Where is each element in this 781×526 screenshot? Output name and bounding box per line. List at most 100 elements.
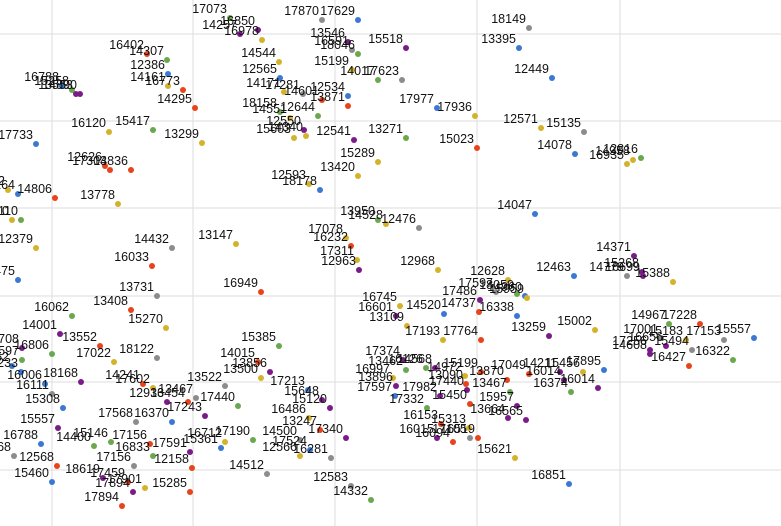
data-point — [403, 367, 409, 373]
data-label: 14806 — [17, 182, 52, 196]
data-point — [11, 453, 17, 459]
data-label: 17597 — [458, 276, 493, 290]
data-point — [568, 389, 574, 395]
data-label: 14967 — [631, 308, 666, 322]
data-label: 17901 — [107, 472, 142, 486]
data-point — [69, 313, 75, 319]
data-label: 17281 — [265, 78, 300, 92]
data-label: 16015 — [399, 422, 434, 436]
data-point — [235, 403, 241, 409]
data-label: 17049 — [491, 358, 526, 372]
data-point — [348, 243, 354, 249]
data-label: 17895 — [566, 354, 601, 368]
data-label: 16935 — [589, 148, 624, 162]
data-label: 14500 — [262, 424, 297, 438]
data-point — [375, 159, 381, 165]
data-point — [440, 337, 446, 343]
data-point — [462, 373, 468, 379]
data-label: 14257 — [202, 18, 237, 32]
data-point — [403, 135, 409, 141]
data-label: 17228 — [662, 308, 697, 322]
data-point — [233, 241, 239, 247]
data-point — [466, 425, 472, 431]
data-label: 18178 — [282, 174, 317, 188]
data-label: 13147 — [198, 228, 233, 242]
data-label: 15023 — [439, 132, 474, 146]
data-label: 16656 — [628, 330, 663, 344]
data-label: 16374 — [533, 376, 568, 390]
data-point — [526, 371, 532, 377]
data-point — [512, 455, 518, 461]
data-point — [375, 77, 381, 83]
data-label: 13500 — [223, 362, 258, 376]
data-point — [423, 365, 429, 371]
data-point — [125, 479, 131, 485]
data-label: 16788 — [24, 70, 59, 84]
data-label: 15268 — [604, 256, 639, 270]
data-label: 16338 — [479, 300, 514, 314]
data-point — [142, 485, 148, 491]
data-label: 13896 — [358, 370, 393, 384]
data-point — [33, 245, 39, 251]
data-point — [144, 51, 150, 57]
data-label: 14960 — [487, 280, 522, 294]
data-label: 16281 — [293, 442, 328, 456]
data-label: 12158 — [154, 452, 189, 466]
data-label: 15135 — [546, 116, 581, 130]
data-point — [187, 449, 193, 455]
data-label: 17591 — [152, 436, 187, 450]
data-label: 14400 — [56, 430, 91, 444]
data-point — [561, 377, 567, 383]
data-label: 14568 — [397, 352, 432, 366]
data-label: 12463 — [536, 260, 571, 274]
data-point — [580, 369, 586, 375]
data-label: 13352 — [0, 350, 9, 364]
data-label: 14078 — [537, 138, 572, 152]
data-label: 17486 — [442, 284, 477, 298]
data-point — [115, 201, 121, 207]
data-label: 12566 — [262, 440, 297, 454]
data-label: 16850 — [220, 14, 255, 28]
data-label: 17332 — [389, 392, 424, 406]
data-point — [59, 83, 65, 89]
data-point — [476, 309, 482, 315]
data-label: 15450 — [432, 388, 467, 402]
data-point — [102, 163, 108, 169]
data-point — [356, 267, 362, 273]
data-label: 17156 — [96, 450, 131, 464]
data-label: 12565 — [242, 62, 277, 76]
data-label: 17623 — [364, 64, 399, 78]
data-point — [164, 399, 170, 405]
data-label: 13090 — [428, 368, 463, 382]
data-label: 14432 — [134, 232, 169, 246]
data-point — [355, 51, 361, 57]
data-label: 12476 — [381, 212, 416, 226]
data-label: 12550 — [266, 114, 301, 128]
data-label: 15199 — [314, 54, 349, 68]
data-point — [375, 217, 381, 223]
data-label: 17233 — [0, 356, 18, 370]
data-point — [33, 141, 39, 147]
data-label: 16006 — [7, 368, 42, 382]
data-label: 14958 — [595, 144, 630, 158]
data-label: 14512 — [229, 458, 264, 472]
data-point — [267, 369, 273, 375]
data-point — [572, 151, 578, 157]
data-point — [524, 295, 530, 301]
data-label: 15557 — [20, 412, 55, 426]
data-point — [297, 437, 303, 443]
data-label: 16062 — [34, 300, 69, 314]
data-label: 15957 — [479, 390, 514, 404]
data-label: 16402 — [109, 38, 144, 52]
data-label: 13871 — [310, 90, 345, 104]
data-point — [630, 157, 636, 163]
data-point — [546, 333, 552, 339]
data-point — [393, 383, 399, 389]
data-point — [538, 125, 544, 131]
data-label: 14737 — [441, 296, 476, 310]
data-point — [163, 325, 169, 331]
data-point — [227, 15, 233, 21]
data-label: 17440 — [200, 390, 235, 404]
data-label: 14528 — [348, 208, 383, 222]
data-label: 14001 — [22, 318, 57, 332]
